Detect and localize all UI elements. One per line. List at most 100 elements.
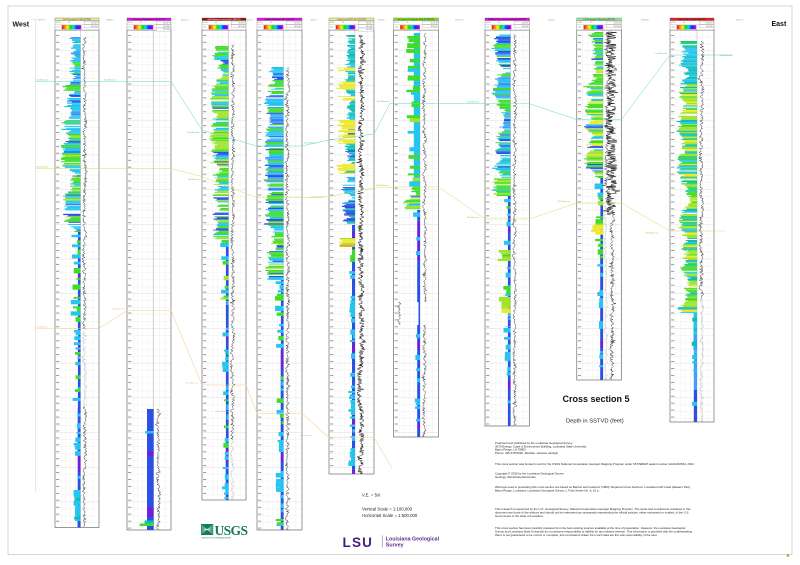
svg-text:Survey: Survey [386,543,404,549]
svg-text:SP: SP [68,22,70,24]
svg-text:Louisiana Geological: Louisiana Geological [386,536,440,542]
svg-text:SP: SP [590,22,592,24]
svg-text:88.03 Mi: 88.03 Mi [366,26,373,28]
svg-text:28,143 ft: 28,143 ft [366,21,373,24]
svg-text:Top Miocene: Top Miocene [377,101,390,103]
svg-text:Survey and Louisiana State Uni: Survey and Louisiana State University do… [495,529,692,533]
svg-text:88.03 Mi: 88.03 Mi [522,26,529,28]
svg-text:28,143 ft: 28,143 ft [431,21,438,24]
svg-text:8122 ft +: 8122 ft + [181,18,190,21]
svg-text:SP: SP [683,22,685,24]
svg-text:1:500: 1:500 [486,27,490,29]
svg-text:This cross section has been ca: This cross section has been carefully pr… [495,526,686,530]
svg-text:1:500: 1:500 [128,27,132,29]
svg-text:SP: SP [140,22,142,24]
svg-text:Government or the state of Lou: Government or the state of Louisiana. [495,514,544,518]
svg-text:Horizontal Scale = 1:500,000: Horizontal Scale = 1:500,000 [362,513,418,518]
svg-text:Top Miocene: Top Miocene [467,101,480,103]
svg-text:This research is supported by: This research is supported by the U.S. G… [495,507,691,511]
svg-text:Texaco Inc SL 4457 No 1 (SSTV: Texaco Inc SL 4457 No 1 (SSTVD) [337,19,367,21]
svg-text:▲: ▲ [786,553,791,559]
svg-text:Vertical Scale = 1:100,000: Vertical Scale = 1:100,000 [362,507,413,512]
svg-text:88.03 Mi: 88.03 Mi [91,26,98,28]
svg-text:28,143 ft: 28,143 ft [163,21,170,24]
svg-text:Top Miocene: Top Miocene [304,143,317,145]
svg-text:1:500: 1:500 [258,27,262,29]
svg-text:Mid Miocene: Mid Miocene [311,197,324,199]
svg-text:Mid Miocene: Mid Miocene [467,217,480,219]
svg-text:W B Thompson Sr 16-H (SSTVD): W B Thompson Sr 16-H (SSTVD) [63,18,91,21]
svg-text:1:500: 1:500 [671,27,675,29]
svg-text:28,143 ft: 28,143 ft [706,21,713,24]
svg-text:A Wilbert Sons Lumber and Shi: A Wilbert Sons Lumber and Shingle (SSTVD… [488,18,526,21]
svg-text:28,143 ft: 28,143 ft [91,21,98,24]
svg-text:V.E. = 5x\: V.E. = 5x\ [362,493,381,498]
svg-text:28,143 ft: 28,143 ft [238,21,245,24]
svg-text:9151 ft +: 9151 ft + [736,18,745,21]
svg-text:Top Miocene: Top Miocene [187,132,200,134]
svg-text:10223 ft +: 10223 ft + [548,18,558,21]
svg-text:1:500: 1:500 [56,27,60,29]
svg-text:1:500: 1:500 [330,27,334,29]
svg-text:1.87 WSI: 1.87 WSI [366,29,373,31]
svg-text:Mid Miocene: Mid Miocene [558,201,571,203]
svg-text:Low Miocene: Low Miocene [185,382,199,384]
svg-text:SP: SP [498,22,500,24]
svg-text:12977 ft +: 12977 ft + [455,18,465,21]
svg-text:88.03 Mi: 88.03 Mi [238,26,245,28]
svg-text:Top Miocene: Top Miocene [655,53,668,55]
svg-text:Low Miocene: Low Miocene [215,411,229,413]
svg-text:Geology: Akintobola Akintomide: Geology: Akintobola Akintomide [495,475,536,479]
svg-text:SP: SP [270,22,272,24]
svg-text:This cross section was funded: This cross section was funded in part by… [495,462,695,466]
svg-text:Top Miocene: Top Miocene [104,79,117,81]
svg-text:Top Miocene: Top Miocene [36,79,49,81]
svg-text:16084 ft +: 16084 ft + [641,18,651,21]
svg-text:Depth in SSTVD (feet): Depth in SSTVD (feet) [566,419,624,425]
svg-text:28,143 ft: 28,143 ft [614,21,621,24]
svg-text:1:500: 1:500 [578,27,582,29]
svg-text:SP: SP [407,22,409,24]
svg-text:1.87 WSI: 1.87 WSI [163,29,170,31]
svg-text:SSTVD: SSTVD [203,22,209,24]
svg-text:88.03 Mi: 88.03 Mi [614,26,621,28]
svg-text:28,143 ft: 28,143 ft [522,21,529,24]
svg-text:3009 ft +: 3009 ft + [247,18,256,21]
svg-text:Top Miocene: Top Miocene [720,55,733,57]
svg-text:Mid Miocene: Mid Miocene [188,179,201,181]
svg-text:Phone: 225-578-5320, Website:: Phone: 225-578-5320, Website: www.lsu.ed… [495,451,558,455]
svg-text:4977 ft +: 4977 ft + [39,18,48,21]
svg-text:Baton Rouge, LA 70803: Baton Rouge, LA 70803 [495,448,526,452]
svg-text:SSTVD: SSTVD [671,22,677,24]
svg-text:4456 ft +: 4456 ft + [378,18,387,21]
svg-text:SSTVD: SSTVD [258,22,264,24]
svg-text:Baton Rouge, Louisiana, Louisi: Baton Rouge, Louisiana, Louisiana Geolog… [495,489,600,493]
svg-text:SSTVD: SSTVD [578,22,584,24]
svg-text:3079 Energy, Coast & Environme: 3079 Energy, Coast & Environment Buildin… [495,444,587,448]
svg-text:SSTVD: SSTVD [394,22,400,24]
svg-text:SSTVD: SSTVD [56,22,62,24]
svg-text:Produced and published by the: Produced and published by the Louisiana … [495,441,573,445]
svg-text:C B Pennington Tullos Heirs (: C B Pennington Tullos Heirs (SSTVD) [583,18,615,21]
svg-text:88.03 Mi: 88.03 Mi [163,26,170,28]
svg-text:Mid Miocene: Mid Miocene [377,185,390,187]
svg-text:Cross section 5: Cross section 5 [563,394,630,404]
svg-text:SSTVD: SSTVD [330,22,336,24]
svg-text:Well tops used in generating t: Well tops used in generating this cross … [495,485,691,489]
svg-text:Low Miocene: Low Miocene [299,435,313,437]
svg-text:that it is not guaranteed to b: that it is not guaranteed to be correct … [495,533,658,537]
svg-text:SP: SP [342,22,344,24]
svg-text:Gulf Refining Co Lacour No 1: Gulf Refining Co Lacour No 1 (SSTVD) [208,18,241,21]
svg-text:SSTVD: SSTVD [486,22,492,24]
svg-text:East: East [772,21,787,28]
svg-text:Mid Miocene: Mid Miocene [36,166,49,168]
svg-text:1:500: 1:500 [203,27,207,29]
svg-text:Jas Lacour O Opelousas Hank 9: Jas Lacour O Opelousas Hank 91 (SSTVD) [398,18,435,21]
svg-text:6647 ft +: 6647 ft + [311,18,320,21]
svg-text:28,143 ft: 28,143 ft [294,21,301,24]
svg-text:USGS: USGS [215,523,248,538]
svg-text:science for a changing world: science for a changing world [202,537,232,540]
svg-text:88.03 Mi: 88.03 Mi [431,26,438,28]
svg-text:Mid Miocene: Mid Miocene [646,232,659,234]
svg-text:88.03 Mi: 88.03 Mi [706,26,713,28]
